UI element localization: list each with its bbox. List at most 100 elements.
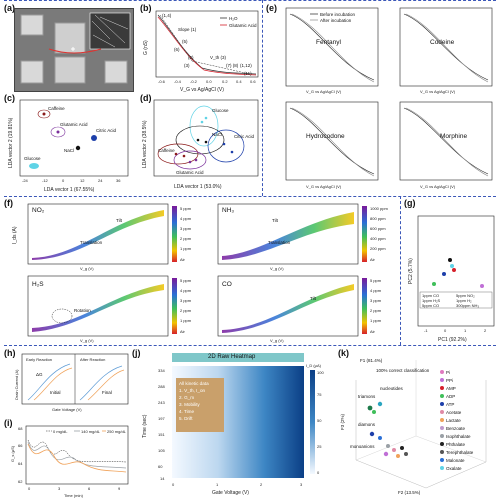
g-legend-1: 1ppm CO xyxy=(422,293,439,298)
f-cbar-nh3-4: 400 ppm xyxy=(370,236,386,241)
kinetic-data-box: All kinetic data 1. V_th, I_on 2. G_m 3.… xyxy=(176,378,224,432)
k-legend-13: Oxalate xyxy=(446,466,462,471)
panel-label-b: (b) xyxy=(140,3,152,13)
i-legend-3: 250 mg/dL xyxy=(107,429,127,434)
i-xtick-4: 9 xyxy=(118,486,121,491)
device-photo-drawing xyxy=(15,9,133,91)
f-xlabel-no2: V_g (V) xyxy=(80,266,94,271)
f-ann-nh3-tilt: Tilt xyxy=(272,218,279,223)
f-cbar-co-5: 1 ppm xyxy=(370,318,382,323)
f-plot-no2: NO₂ Tilt Translation 5 ppm 4 ppm 3 ppm 2… xyxy=(12,203,192,271)
e-xlabel-2: V_G vs Ag/AgCl (V) xyxy=(420,89,456,94)
b-ylabel: G (nS) xyxy=(143,40,149,55)
h-ann-delta: ΔG xyxy=(36,372,43,377)
h-ylabel: Drain Current (A) xyxy=(14,369,19,400)
b-legend-2: Glutamic Acid xyxy=(229,23,257,28)
c-label-caffeine: Caffeine xyxy=(48,106,65,111)
c-xtick-4: 12 xyxy=(80,178,85,183)
b-legend-1: H₂O xyxy=(229,16,238,21)
panel-label-c: (c) xyxy=(4,93,15,103)
h-ann-initial: Initial xyxy=(50,390,61,395)
k-legend-7: Lactate xyxy=(446,418,461,423)
j-ytick-2: 60 xyxy=(158,464,163,469)
j-ytick-3: 105 xyxy=(158,448,165,453)
c-xtick-5: 24 xyxy=(98,178,103,183)
h-xlabel: Gate Voltage (V) xyxy=(52,407,82,412)
g-xtick-1: -1 xyxy=(424,328,428,333)
e-legend-after: After incubation xyxy=(320,18,352,23)
b-xtick-7: 0.6 xyxy=(250,79,256,84)
pca-plot-g: 1ppm CO 1ppm H₂S 5ppm CO 5ppm NO₂ 1ppm H… xyxy=(408,215,495,343)
f-cbar-co-3: 3 ppm xyxy=(370,298,382,303)
j-box-line-2: 1. V_th, I_on xyxy=(179,388,206,393)
f-title-co: CO xyxy=(222,281,232,288)
glucose-time-plot: 0 mg/dL 140 mg/dL 250 mg/dL 62 64 66 68 … xyxy=(10,425,129,498)
e-title-fentanyl: Fentanyl xyxy=(316,39,341,46)
j-cbar-tick-1: 0 xyxy=(317,470,320,475)
e-legend-before: Before incubation xyxy=(320,12,356,17)
f-xlabel-h2s: V_g (V) xyxy=(80,338,94,343)
f-cbar-co-6: Air xyxy=(370,329,376,334)
f-ann-no2-tilt: Tilt xyxy=(116,218,123,223)
j-xtick-3: 2 xyxy=(260,482,263,487)
k-axis-f1: F1 (81.4%) xyxy=(360,358,383,363)
panel-label-i: (i) xyxy=(4,418,13,428)
b-annotation-5: (2) xyxy=(188,55,194,60)
k-legend-9: Isophthalate xyxy=(446,434,471,439)
f-xlabel-nh3: V_g (V) xyxy=(270,266,284,271)
j-title: 2D Raw Heatmap xyxy=(208,354,256,360)
b-xtick-6: 0.4 xyxy=(236,79,242,84)
panel-label-g: (g) xyxy=(404,198,416,208)
b-xlabel: V_G vs Ag/AgCl (V) xyxy=(180,87,224,93)
opioid-transfer-plots: Before incubation After incubation Fenta… xyxy=(285,7,493,189)
f-cbar-nh3-3: 600 ppm xyxy=(370,226,386,231)
j-cbar-tick-3: 50 xyxy=(317,418,322,423)
k-ann-nucleotides: nucleotides xyxy=(380,386,404,391)
f-cbar-no2-1: 5 ppm xyxy=(180,206,192,211)
f-xlabel-co: V_g (V) xyxy=(270,338,284,343)
i-ytick-2: 64 xyxy=(18,461,23,466)
e-title-morphine: Morphine xyxy=(440,133,467,140)
e-title-hydrocodone: Hydrocodone xyxy=(306,133,345,140)
j-box-line-6: 5. Drift xyxy=(179,416,193,421)
h-ann-final: Final xyxy=(102,390,112,395)
g-legend-6: 300ppm NH₃ xyxy=(456,303,479,308)
g-xtick-3: 1 xyxy=(464,328,467,333)
b-xtick-5: 0.2 xyxy=(222,79,228,84)
f-ann-nh3-translation: Translation xyxy=(268,240,291,245)
panel-label-k: (k) xyxy=(338,348,349,358)
c-label-citric: Citric Acid xyxy=(96,128,117,133)
e-plot-fentanyl: Before incubation After incubation Fenta… xyxy=(285,7,379,94)
c-xtick-1: -24 xyxy=(22,178,29,183)
d-label-nacl: NaCl xyxy=(212,132,222,137)
j-ytick-7: 288 xyxy=(158,384,165,389)
panel-label-h: (h) xyxy=(4,348,16,358)
k-ann-correct: 100% correct classification xyxy=(376,368,430,373)
f-cbar-no2-2: 4 ppm xyxy=(180,216,192,221)
j-cbar-tick-2: 25 xyxy=(317,444,322,449)
panel-label-e: (e) xyxy=(266,3,277,13)
b-annotation-6: (3) xyxy=(184,63,190,68)
d-xlabel: LDA vector 1 (53.0%) xyxy=(174,184,222,190)
f-cbar-h2s-4: 2 ppm xyxy=(180,308,192,313)
e-plot-morphine: Morphine V_G vs Ag/AgCl (V) xyxy=(399,101,493,189)
d-label-caffeine: Caffeine xyxy=(158,148,175,153)
k-legend-4: ADP xyxy=(446,394,455,399)
f-cbar-no2-5: 1 ppm xyxy=(180,246,192,251)
j-box-line-1: All kinetic data xyxy=(179,381,209,386)
f-ann-no2-translation: Translation xyxy=(80,240,103,245)
i-ytick-1: 62 xyxy=(18,479,23,484)
k-ann-diamons: diamons xyxy=(358,422,376,427)
f-title-h2s: H₂S xyxy=(32,281,44,288)
k-axis-f3: F3 (2%) xyxy=(340,413,345,430)
b-annotation-1: (1,4) xyxy=(162,13,172,18)
f-ylabel-no2: I_ds (A) xyxy=(12,226,18,244)
reaction-diagram-h: Early Reaction After Reaction ΔG Initial… xyxy=(14,353,129,412)
f-cbar-no2-3: 3 ppm xyxy=(180,226,192,231)
g-xtick-2: 0 xyxy=(444,328,447,333)
b-annotation-3: (5) xyxy=(182,39,188,44)
f-cbar-co-4: 2 ppm xyxy=(370,308,382,313)
f-cbar-nh3-1: 1000 ppm xyxy=(370,206,388,211)
f-cbar-h2s-1: 5 ppm xyxy=(180,278,192,283)
i-xlabel: Time (min) xyxy=(64,493,84,498)
